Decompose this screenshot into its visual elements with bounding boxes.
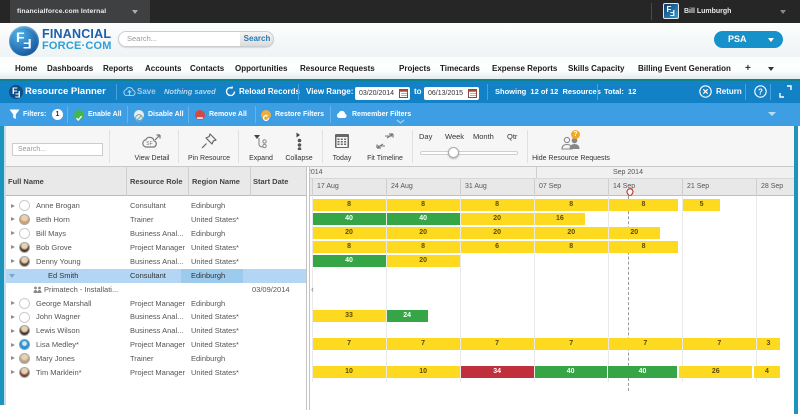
- svg-text:?: ?: [758, 87, 763, 96]
- svg-text:SF: SF: [146, 141, 152, 147]
